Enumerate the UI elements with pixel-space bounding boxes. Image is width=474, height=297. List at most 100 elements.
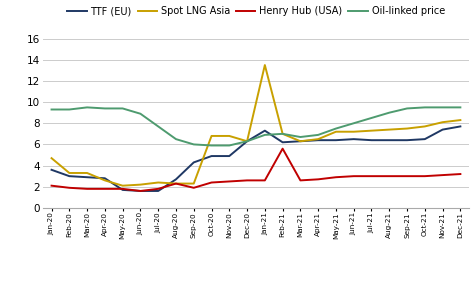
TTF (EU) bbox=[191, 161, 197, 164]
Oil-linked price bbox=[102, 107, 108, 110]
Spot LNG Asia bbox=[120, 184, 126, 187]
Spot LNG Asia bbox=[351, 130, 356, 134]
Henry Hub (USA) bbox=[191, 186, 197, 189]
Spot LNG Asia bbox=[66, 171, 72, 175]
Henry Hub (USA) bbox=[209, 181, 214, 184]
Spot LNG Asia bbox=[333, 130, 339, 134]
TTF (EU) bbox=[422, 137, 428, 141]
Oil-linked price bbox=[422, 106, 428, 109]
Henry Hub (USA) bbox=[280, 147, 285, 151]
Henry Hub (USA) bbox=[84, 187, 90, 191]
Spot LNG Asia bbox=[440, 120, 446, 124]
Spot LNG Asia bbox=[298, 140, 303, 143]
Oil-linked price bbox=[137, 112, 143, 116]
Henry Hub (USA) bbox=[120, 187, 126, 191]
Spot LNG Asia bbox=[84, 171, 90, 175]
Henry Hub (USA) bbox=[244, 178, 250, 182]
TTF (EU) bbox=[440, 128, 446, 131]
Oil-linked price bbox=[262, 133, 268, 137]
TTF (EU) bbox=[209, 154, 214, 158]
Henry Hub (USA) bbox=[333, 176, 339, 179]
Henry Hub (USA) bbox=[173, 182, 179, 185]
Oil-linked price bbox=[209, 144, 214, 147]
Spot LNG Asia bbox=[404, 127, 410, 130]
TTF (EU) bbox=[404, 138, 410, 142]
TTF (EU) bbox=[369, 138, 374, 142]
TTF (EU) bbox=[262, 129, 268, 132]
Henry Hub (USA) bbox=[227, 180, 232, 183]
Spot LNG Asia bbox=[280, 132, 285, 136]
Henry Hub (USA) bbox=[315, 178, 321, 181]
Oil-linked price bbox=[440, 106, 446, 109]
Line: Henry Hub (USA): Henry Hub (USA) bbox=[52, 149, 460, 191]
Oil-linked price bbox=[280, 132, 285, 136]
TTF (EU) bbox=[84, 176, 90, 179]
Henry Hub (USA) bbox=[102, 187, 108, 191]
TTF (EU) bbox=[120, 188, 126, 192]
Legend: TTF (EU), Spot LNG Asia, Henry Hub (USA), Oil-linked price: TTF (EU), Spot LNG Asia, Henry Hub (USA)… bbox=[67, 6, 445, 16]
Spot LNG Asia bbox=[457, 118, 463, 122]
Oil-linked price bbox=[333, 127, 339, 130]
Henry Hub (USA) bbox=[49, 184, 55, 187]
Spot LNG Asia bbox=[369, 129, 374, 132]
TTF (EU) bbox=[298, 140, 303, 143]
Spot LNG Asia bbox=[227, 134, 232, 138]
Henry Hub (USA) bbox=[137, 189, 143, 193]
Spot LNG Asia bbox=[244, 140, 250, 143]
Henry Hub (USA) bbox=[66, 186, 72, 189]
Spot LNG Asia bbox=[173, 182, 179, 185]
TTF (EU) bbox=[66, 174, 72, 178]
Spot LNG Asia bbox=[386, 128, 392, 131]
Spot LNG Asia bbox=[422, 125, 428, 128]
TTF (EU) bbox=[244, 140, 250, 143]
Line: TTF (EU): TTF (EU) bbox=[52, 127, 460, 191]
Spot LNG Asia bbox=[209, 134, 214, 138]
Henry Hub (USA) bbox=[369, 174, 374, 178]
Oil-linked price bbox=[66, 108, 72, 111]
Line: Oil-linked price: Oil-linked price bbox=[52, 108, 460, 146]
Henry Hub (USA) bbox=[351, 174, 356, 178]
TTF (EU) bbox=[457, 125, 463, 128]
Henry Hub (USA) bbox=[298, 178, 303, 182]
Oil-linked price bbox=[244, 140, 250, 143]
Spot LNG Asia bbox=[262, 63, 268, 67]
Henry Hub (USA) bbox=[422, 174, 428, 178]
TTF (EU) bbox=[102, 176, 108, 180]
Henry Hub (USA) bbox=[440, 173, 446, 177]
Henry Hub (USA) bbox=[457, 172, 463, 176]
TTF (EU) bbox=[315, 138, 321, 142]
Oil-linked price bbox=[155, 125, 161, 128]
TTF (EU) bbox=[280, 140, 285, 144]
TTF (EU) bbox=[333, 138, 339, 142]
TTF (EU) bbox=[351, 137, 356, 141]
TTF (EU) bbox=[173, 178, 179, 181]
Oil-linked price bbox=[351, 121, 356, 125]
Oil-linked price bbox=[315, 133, 321, 137]
TTF (EU) bbox=[49, 168, 55, 172]
Spot LNG Asia bbox=[315, 137, 321, 141]
Henry Hub (USA) bbox=[262, 178, 268, 182]
Oil-linked price bbox=[120, 107, 126, 110]
Henry Hub (USA) bbox=[155, 187, 161, 191]
Spot LNG Asia bbox=[155, 181, 161, 184]
Henry Hub (USA) bbox=[386, 174, 392, 178]
Line: Spot LNG Asia: Spot LNG Asia bbox=[52, 65, 460, 186]
Oil-linked price bbox=[191, 143, 197, 146]
TTF (EU) bbox=[386, 138, 392, 142]
Henry Hub (USA) bbox=[404, 174, 410, 178]
Spot LNG Asia bbox=[102, 178, 108, 182]
Oil-linked price bbox=[457, 106, 463, 109]
Oil-linked price bbox=[227, 144, 232, 147]
Spot LNG Asia bbox=[137, 183, 143, 187]
Oil-linked price bbox=[173, 137, 179, 141]
Oil-linked price bbox=[386, 111, 392, 114]
TTF (EU) bbox=[227, 154, 232, 158]
Spot LNG Asia bbox=[191, 182, 197, 185]
Oil-linked price bbox=[84, 106, 90, 109]
Oil-linked price bbox=[369, 116, 374, 120]
Oil-linked price bbox=[298, 135, 303, 139]
Spot LNG Asia bbox=[49, 157, 55, 160]
Oil-linked price bbox=[404, 107, 410, 110]
Oil-linked price bbox=[49, 108, 55, 111]
TTF (EU) bbox=[155, 189, 161, 193]
